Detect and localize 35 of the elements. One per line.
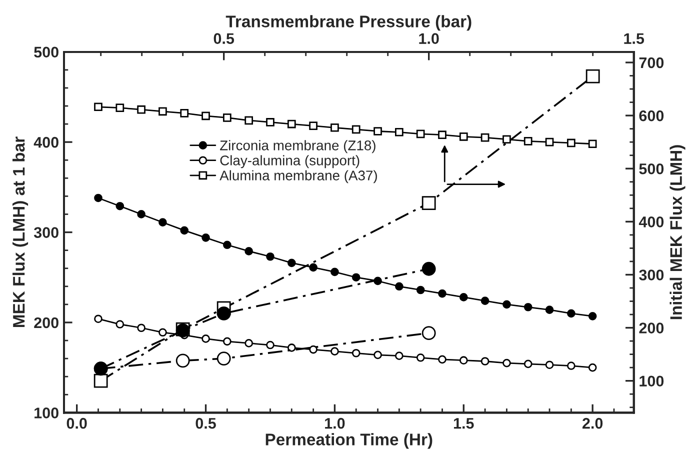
y-tick-label: 100	[34, 408, 58, 418]
y-axis-title: MEK Flux (LMH) at 1 bar	[12, 136, 28, 327]
y2-tick-label: 600	[639, 110, 664, 122]
x2-axis-title: Permeation Time (Hr)	[266, 433, 432, 449]
y-tick-label: 500	[34, 46, 58, 58]
x2-tick-label: 0.0	[66, 418, 87, 429]
x2-tick-label: 0.5	[196, 418, 216, 429]
point	[176, 354, 190, 368]
y2-tick-label: 200	[639, 322, 664, 334]
y2-tick-label: 500	[639, 163, 664, 174]
point	[216, 306, 231, 320]
point	[422, 326, 436, 340]
x-tick-label: 1.5	[624, 33, 644, 44]
x2-tick-label: 1.0	[325, 418, 345, 429]
legend-label: Clay-alumina (support)	[220, 155, 360, 168]
y-tick-label: 300	[34, 227, 58, 238]
point	[586, 69, 600, 84]
y-tick-label: 400	[34, 136, 58, 148]
y2-tick-label: 100	[640, 376, 664, 387]
y-tick-label: 200	[34, 317, 58, 328]
y2-tick-label: 300	[639, 270, 664, 280]
legend-label: Zirconia membrane (Z18)	[220, 140, 376, 154]
x-tick-label: 1.0	[419, 33, 439, 44]
point	[422, 262, 436, 276]
y2-tick-label: 700	[639, 57, 664, 68]
y2-tick-label: 400	[638, 216, 664, 228]
x2-tick-label: 1.5	[454, 418, 474, 429]
x-axis-title: Transmembrane Pressure (bar)	[226, 15, 472, 31]
y2-axis-title: Initial MEK Flux (LMH)	[670, 145, 686, 320]
x2-tick-label: 2.0	[582, 418, 603, 429]
point	[422, 196, 436, 210]
point	[216, 352, 231, 366]
x-tick-label: 0.5	[214, 33, 234, 44]
point	[94, 374, 108, 388]
legend-label: Alumina membrane (A37)	[220, 170, 377, 184]
